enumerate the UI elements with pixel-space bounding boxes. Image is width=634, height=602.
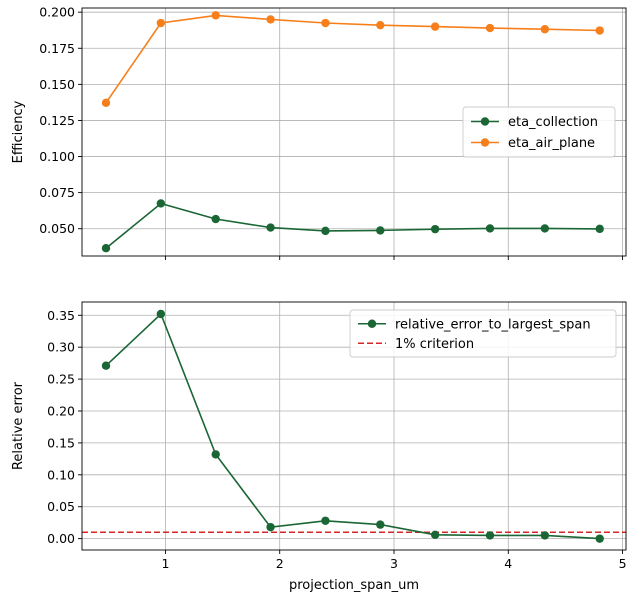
data-point-eta_collection (376, 226, 385, 235)
data-point-relative_error_to_largest_span (430, 530, 440, 540)
legend-marker (367, 319, 377, 328)
series-line-relative_error_to_largest_span (105, 312, 600, 540)
data-point-eta_air_plane (540, 25, 550, 34)
data-point-relative_error_to_largest_span (595, 534, 604, 543)
x-tick-label: 1 (161, 556, 169, 571)
data-point-relative_error_to_largest_span (211, 450, 220, 459)
series-line-eta_air_plane (105, 14, 600, 104)
axes-frame (81, 301, 627, 551)
y-tick-label: 0.200 (39, 5, 75, 20)
x-tick-label: 2 (276, 556, 284, 571)
data-point-eta_collection (101, 244, 111, 253)
legend-marker (480, 138, 490, 147)
y-tick-label: 0.35 (47, 308, 75, 323)
data-point-eta_collection (595, 224, 604, 234)
data-point-eta_air_plane (376, 20, 385, 30)
y-tick-label: 0.175 (39, 41, 75, 56)
y-tick-label: 0.150 (39, 77, 75, 92)
y-tick-label: 0.30 (47, 340, 75, 355)
x-tick-label: 5 (619, 556, 627, 571)
legend: eta_collection eta_air_plane (462, 106, 616, 158)
y-tick-label: 0.05 (47, 499, 75, 514)
series-line-eta_collection (105, 202, 600, 249)
legend-label: eta_collection (508, 115, 598, 130)
y-tick-label: 0.15 (47, 435, 75, 450)
data-point-eta_air_plane (321, 18, 330, 28)
legend-box (349, 309, 617, 358)
axes-frame (81, 7, 627, 257)
data-point-relative_error_to_largest_span (540, 531, 550, 540)
data-point-relative_error_to_largest_span (376, 520, 385, 529)
data-point-eta_collection (485, 224, 495, 233)
y-tick-label: 0.20 (47, 404, 75, 419)
y-tick-label: 0.125 (39, 113, 75, 128)
data-point-eta_air_plane (211, 11, 220, 20)
legend-box (462, 106, 616, 158)
data-point-relative_error_to_largest_span (266, 522, 275, 532)
data-point-eta_air_plane (485, 23, 495, 33)
data-point-eta_air_plane (266, 15, 275, 24)
data-point-relative_error_to_largest_span (101, 361, 111, 370)
x-tick-label: 4 (504, 556, 512, 571)
x-tick-label: 3 (390, 556, 398, 571)
data-point-eta_air_plane (101, 98, 111, 108)
y-axis-label: Efficiency (11, 100, 26, 163)
y-tick-label: 0.00 (47, 531, 75, 546)
data-point-eta_air_plane (156, 18, 166, 28)
legend-label: 1% criterion (395, 337, 474, 352)
chart-panel-2: 1 2 3 4 5 0.00 0.05 0.10 0.15 0.20 0.25 0.30 0.35 Rel… (11, 301, 627, 593)
y-tick-label: 0.25 (47, 372, 75, 387)
data-point-eta_collection (540, 224, 550, 233)
y-tick-label: 0.100 (39, 149, 75, 164)
legend-label: relative_error_to_largest_span (395, 317, 591, 332)
chart-panel-1: 0.050 0.075 0.100 0.125 0.150 0.175 0.200 Effic… (11, 5, 627, 260)
legend-marker (480, 117, 490, 126)
x-axis-label: projection_span_um (289, 578, 419, 593)
data-point-eta_collection (321, 226, 330, 236)
data-point-relative_error_to_largest_span (321, 516, 330, 525)
y-tick-label: 0.10 (47, 467, 75, 482)
legend-label: eta_air_plane (508, 136, 595, 151)
data-point-eta_air_plane (430, 22, 440, 31)
y-axis-label: Relative error (11, 381, 26, 470)
data-point-relative_error_to_largest_span (485, 531, 495, 540)
data-point-eta_collection (211, 214, 220, 224)
data-point-eta_collection (156, 199, 166, 208)
y-tick-label: 0.075 (39, 185, 75, 200)
data-point-eta_collection (430, 224, 440, 234)
data-point-eta_air_plane (595, 26, 604, 35)
legend: relative_error_to_largest_span 1% criteri… (349, 309, 617, 358)
data-point-eta_collection (266, 223, 275, 232)
data-point-relative_error_to_largest_span (156, 309, 166, 319)
y-tick-label: 0.050 (39, 221, 75, 236)
